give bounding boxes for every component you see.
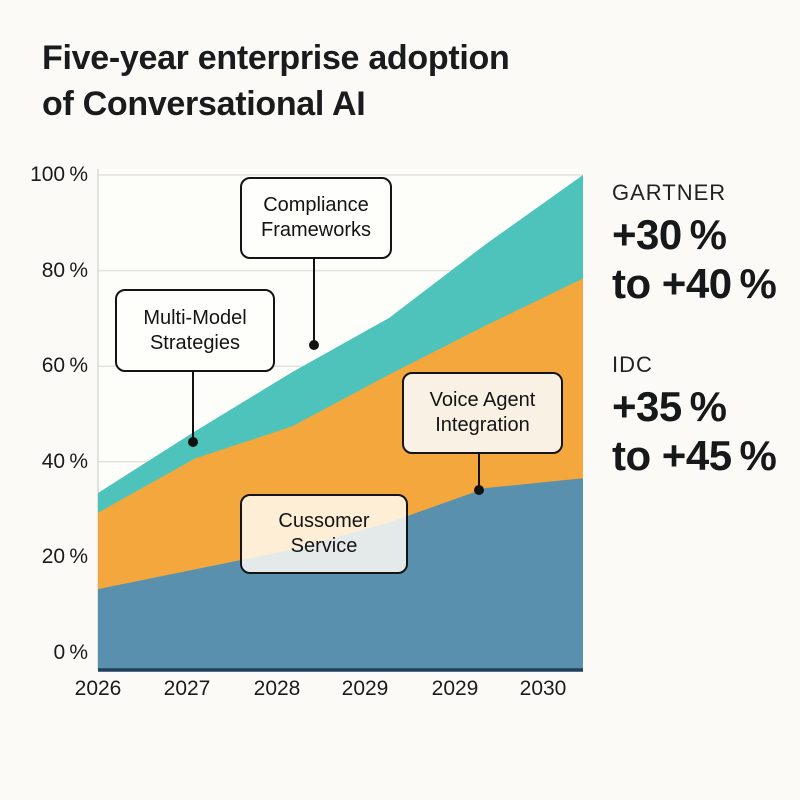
- y-axis-tick-label-0: 0 %: [53, 641, 88, 664]
- callout-voice-agent-integration-label: Voice Agent Integration: [429, 389, 536, 436]
- page-title-line2: of Conversational AI: [42, 84, 366, 123]
- y-axis-tick-label-60: 60 %: [41, 354, 88, 377]
- leader-dot-multi-model-strategies: [188, 437, 198, 447]
- source-range-gartner: to +40 %: [612, 259, 777, 307]
- source-name-gartner: GARTNER: [612, 180, 727, 205]
- x-axis-tick-label-2029a: 2029: [341, 677, 389, 700]
- y-axis-tick-label-100: 100 %: [30, 163, 88, 186]
- x-axis-tick-label-2030: 2030: [519, 677, 567, 700]
- x-axis-tick-label-2026: 2026: [74, 677, 122, 700]
- area-band-customer-service: [98, 478, 583, 670]
- x-axis-tick-label-2029b: 2029: [431, 677, 479, 700]
- callout-multi-model-strategies: Multi-Model Strategies: [115, 289, 275, 372]
- source-name-idc: IDC: [612, 352, 653, 377]
- y-axis-tick-label-40: 40 %: [41, 450, 88, 473]
- callout-voice-agent-integration: Voice Agent Integration: [402, 372, 563, 454]
- x-axis-tick-label-2028: 2028: [253, 677, 301, 700]
- page-title-line1: Five-year enterprise adoption: [42, 39, 510, 77]
- y-axis-tick-label-80: 80 %: [41, 259, 88, 282]
- y-axis-tick-label-20: 20 %: [41, 545, 88, 568]
- page-title: Five-year enterprise adoption of Conversa…: [42, 36, 510, 127]
- callout-compliance-frameworks: Compliance Frameworks: [240, 177, 392, 259]
- x-axis-tick-label-2027: 2027: [163, 677, 211, 700]
- callout-compliance-frameworks-label: Compliance Frameworks: [260, 194, 371, 241]
- source-value-idc: +35 %: [612, 383, 727, 430]
- source-stat-gartner: GARTNER +30 % to +40 %: [612, 180, 777, 308]
- leader-dot-voice-agent-integration: [474, 485, 484, 495]
- source-stat-idc: IDC +35 % to +45 %: [612, 352, 777, 480]
- callout-multi-model-strategies-label: Multi-Model Strategies: [143, 306, 247, 354]
- leader-dot-compliance-frameworks: [309, 340, 319, 350]
- callout-customer-service-label: Cussomer Service: [278, 510, 370, 557]
- source-range-idc: to +45 %: [612, 431, 777, 479]
- callout-customer-service: Cussomer Service: [240, 494, 408, 574]
- source-value-gartner: +30 %: [612, 211, 727, 258]
